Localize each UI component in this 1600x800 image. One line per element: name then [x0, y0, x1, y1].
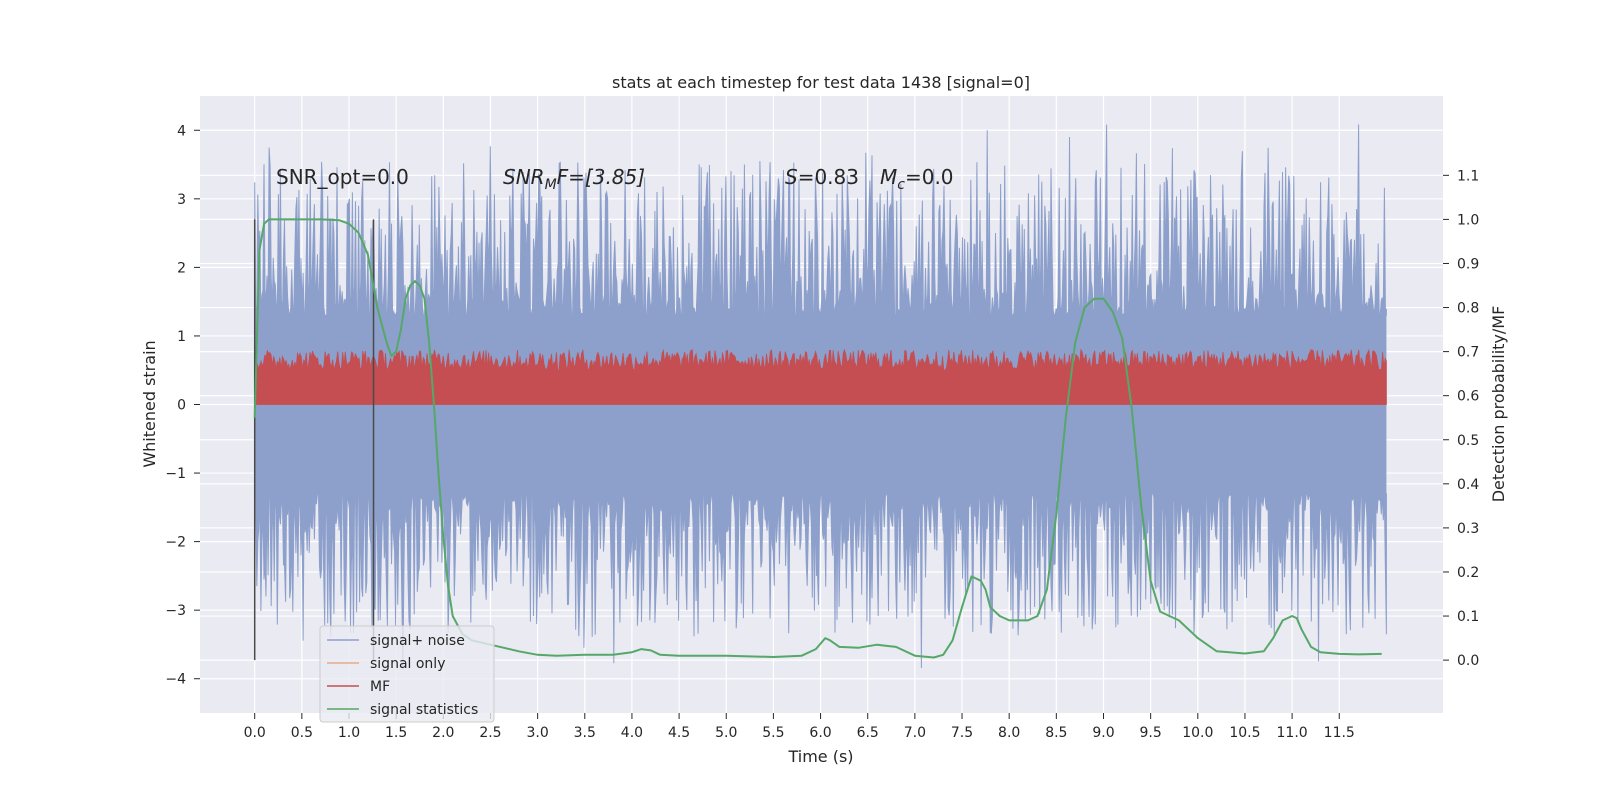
x-tick-label: 9.0 — [1092, 725, 1114, 741]
y-right-tick-label: 0.1 — [1457, 609, 1479, 625]
noise-upper-spikes — [254, 124, 1387, 318]
vertical-lines — [253, 219, 375, 661]
x-tick-label: 2.5 — [479, 725, 501, 741]
x-tick-label: 7.0 — [904, 725, 926, 741]
y-tick-label: −2 — [165, 535, 186, 551]
y-axis-label-right: Detection probability/MF — [1489, 306, 1508, 503]
y-tick-label: 1 — [177, 329, 186, 345]
y-right-tick-label: 0.8 — [1457, 301, 1479, 317]
y-right-tick-label: 0.3 — [1457, 521, 1479, 537]
annotation-s-value: =0.83 — [798, 165, 859, 189]
x-tick-label: 8.0 — [998, 725, 1020, 741]
x-tick-label: 11.0 — [1277, 725, 1308, 741]
y-tick-label: −4 — [165, 672, 186, 688]
legend-label-mf: MF — [370, 679, 390, 695]
x-tick-label: 0.5 — [291, 725, 313, 741]
x-tick-label: 5.5 — [762, 725, 784, 741]
legend-label-signal-statistics: signal statistics — [370, 702, 478, 718]
x-tick-label: 5.0 — [715, 725, 737, 741]
x-tick-label: 10.5 — [1229, 725, 1260, 741]
annotation-snr-mf: SNRMF=[3.85] — [503, 165, 645, 193]
x-ticks: 0.0 0.5 1.0 1.5 2.0 2.5 3.0 3.5 4.0 4.5 5.0 5.5 6.0 6… — [244, 713, 1355, 741]
annotation-mc-sub: c — [897, 177, 905, 193]
legend-label-signal-noise: signal+ noise — [370, 633, 465, 649]
x-tick-label: 1.5 — [385, 725, 407, 741]
x-tick-label: 9.5 — [1140, 725, 1162, 741]
y-ticks-right: 1.1 1.0 0.9 0.8 0.7 0.6 0.5 0.4 0.3 0.2 0.1 0.0 — [1443, 168, 1479, 669]
annotation-snr-mf-suffix: F=[3.85] — [557, 165, 645, 189]
y-right-tick-label: 0.9 — [1457, 256, 1479, 272]
x-tick-label: 6.0 — [809, 725, 831, 741]
series-signal-statistics — [253, 218, 1382, 659]
x-tick-label: 3.5 — [574, 725, 596, 741]
y-tick-label: −3 — [165, 603, 186, 619]
y-tick-label: 3 — [177, 192, 186, 208]
series-mf — [254, 348, 1387, 405]
x-tick-label: 4.5 — [668, 725, 690, 741]
annotation-mc-value: =0.0 — [905, 165, 954, 189]
x-tick-label: 7.5 — [951, 725, 973, 741]
x-tick-label: 4.0 — [621, 725, 643, 741]
x-tick-label: 2.0 — [432, 725, 454, 741]
legend-box — [319, 625, 495, 723]
y-right-tick-label: 1.1 — [1457, 168, 1479, 184]
y-right-tick-label: 1.0 — [1457, 212, 1479, 228]
y-tick-label: −1 — [165, 466, 186, 482]
y-right-tick-label: 0.7 — [1457, 345, 1479, 361]
y-tick-label: 0 — [177, 398, 186, 414]
x-tick-label: 6.5 — [857, 725, 879, 741]
annotation-snr-opt: SNR_opt=0.0 — [276, 165, 409, 189]
x-tick-label: 0.0 — [244, 725, 266, 741]
y-tick-label: 2 — [177, 260, 186, 276]
y-axis-label: Whitened strain — [140, 340, 159, 467]
x-tick-label: 3.0 — [526, 725, 548, 741]
mf-band — [254, 348, 1387, 405]
annotation-s: S=0.83 — [785, 165, 859, 189]
y-right-tick-label: 0.5 — [1457, 433, 1479, 449]
y-right-tick-label: 0.6 — [1457, 389, 1479, 405]
annotation-mc: Mc=0.0 — [880, 165, 954, 193]
legend-label-signal-only: signal only — [370, 656, 445, 672]
x-tick-label: 11.5 — [1324, 725, 1355, 741]
legend: signal+ noise signal only MF signal stat… — [319, 625, 495, 723]
annotation-mc-label: M — [880, 165, 897, 189]
x-tick-label: 1.0 — [338, 725, 360, 741]
x-axis-label: Time (s) — [787, 747, 853, 766]
chart-title: stats at each timestep for test data 143… — [612, 73, 1030, 92]
x-tick-label: 8.5 — [1045, 725, 1067, 741]
annotation-snr-mf-sub: M — [545, 177, 557, 193]
annotation-snr-mf-prefix: SNR — [503, 165, 545, 189]
y-right-tick-label: 0.0 — [1457, 653, 1479, 669]
y-ticks-left: 4 3 2 1 0 −1 −2 −3 −4 — [165, 123, 200, 688]
x-tick-label: 10.0 — [1182, 725, 1213, 741]
y-right-tick-label: 0.2 — [1457, 565, 1479, 581]
annotation-s-label: S — [785, 165, 798, 189]
signal-statistics-line — [253, 218, 1382, 659]
y-right-tick-label: 0.4 — [1457, 477, 1479, 493]
y-tick-label: 4 — [177, 123, 186, 139]
